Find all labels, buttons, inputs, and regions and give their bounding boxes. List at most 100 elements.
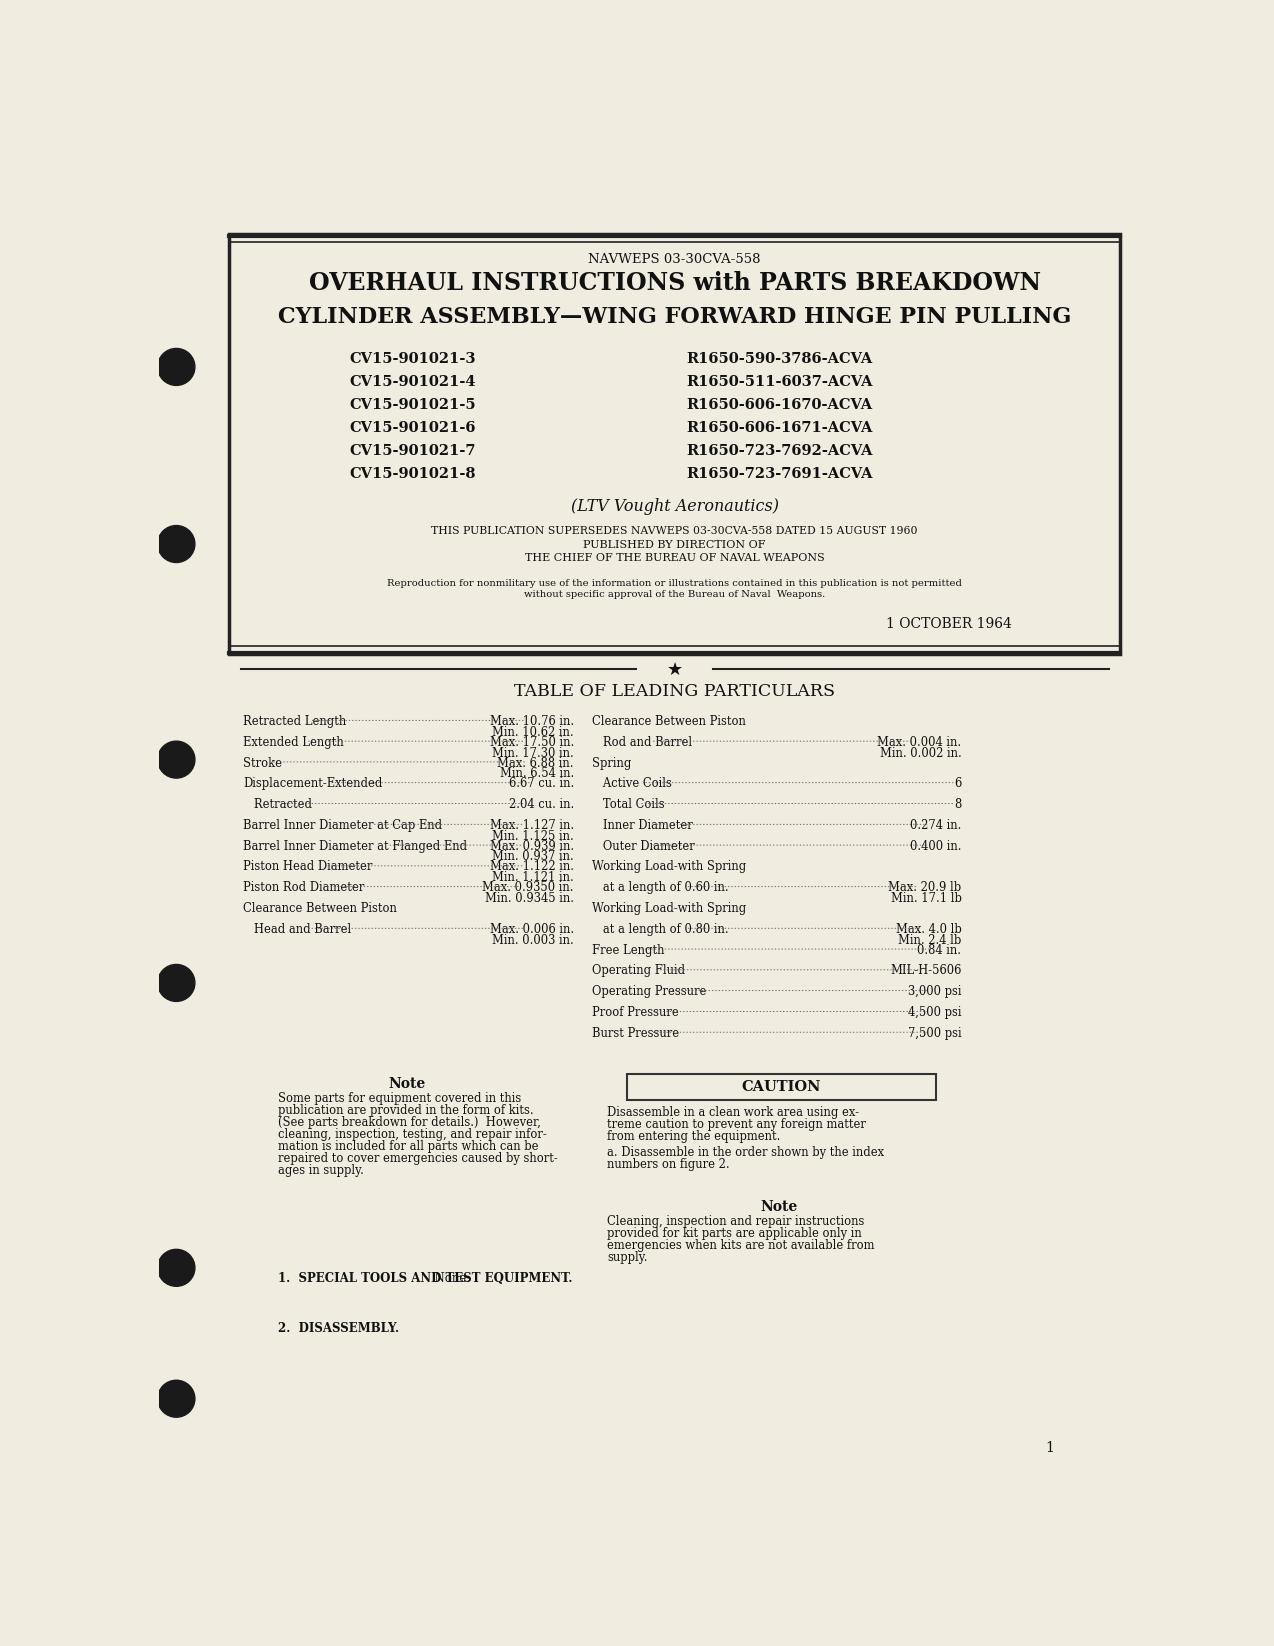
Text: Min. 0.9345 in.: Min. 0.9345 in. (485, 892, 573, 905)
Bar (229, 234, 1120, 653)
Text: ages in supply.: ages in supply. (278, 1164, 363, 1177)
Text: ★: ★ (666, 660, 683, 678)
Text: Operating Fluid: Operating Fluid (591, 965, 685, 978)
Text: R1650-511-6037-ACVA: R1650-511-6037-ACVA (687, 375, 873, 388)
Text: THE CHIEF OF THE BUREAU OF NAVAL WEAPONS: THE CHIEF OF THE BUREAU OF NAVAL WEAPONS (525, 553, 824, 563)
Text: None.: None. (427, 1272, 470, 1284)
Text: from entering the equipment.: from entering the equipment. (608, 1131, 781, 1142)
Text: Spring: Spring (591, 757, 631, 770)
Text: provided for kit parts are applicable only in: provided for kit parts are applicable on… (608, 1228, 862, 1241)
Text: CV15-901021-5: CV15-901021-5 (349, 398, 475, 412)
Text: THIS PUBLICATION SUPERSEDES NAVWEPS 03-30CVA-558 DATED 15 AUGUST 1960: THIS PUBLICATION SUPERSEDES NAVWEPS 03-3… (432, 525, 917, 535)
Text: Head and Barrel: Head and Barrel (243, 923, 352, 937)
Text: repaired to cover emergencies caused by short-: repaired to cover emergencies caused by … (278, 1152, 558, 1165)
Circle shape (158, 1381, 195, 1417)
Text: NAVWEPS 03-30CVA-558: NAVWEPS 03-30CVA-558 (589, 253, 761, 267)
Text: OVERHAUL INSTRUCTIONS with PARTS BREAKDOWN: OVERHAUL INSTRUCTIONS with PARTS BREAKDO… (308, 272, 1041, 295)
Text: Min. 1.121 in.: Min. 1.121 in. (492, 871, 573, 884)
Text: Some parts for equipment covered in this: Some parts for equipment covered in this (278, 1093, 521, 1104)
Text: Min. 17.30 in.: Min. 17.30 in. (492, 747, 573, 759)
Text: R1650-590-3786-ACVA: R1650-590-3786-ACVA (687, 352, 873, 365)
Text: Active Coils: Active Coils (591, 777, 671, 790)
Text: (LTV Vought Aeronautics): (LTV Vought Aeronautics) (571, 497, 778, 515)
Text: Working Load-with Spring: Working Load-with Spring (591, 861, 747, 874)
Text: mation is included for all parts which can be: mation is included for all parts which c… (278, 1141, 539, 1152)
Text: Min. 0.003 in.: Min. 0.003 in. (492, 933, 573, 946)
Text: (See parts breakdown for details.)  However,: (See parts breakdown for details.) Howev… (278, 1116, 540, 1129)
Text: 7,500 psi: 7,500 psi (908, 1027, 962, 1040)
Text: 0.274 in.: 0.274 in. (910, 820, 962, 831)
Text: Extended Length: Extended Length (243, 736, 344, 749)
Text: Min. 0.937 in.: Min. 0.937 in. (492, 851, 573, 864)
Text: 3,000 psi: 3,000 psi (908, 986, 962, 997)
Text: CV15-901021-8: CV15-901021-8 (349, 467, 475, 481)
Circle shape (158, 525, 195, 563)
Text: R1650-723-7692-ACVA: R1650-723-7692-ACVA (687, 444, 873, 458)
Text: Piston Head Diameter: Piston Head Diameter (243, 861, 372, 874)
Text: Max. 4.0 lb: Max. 4.0 lb (896, 923, 962, 937)
Text: Note: Note (389, 1076, 426, 1091)
Text: 0.84 in.: 0.84 in. (917, 943, 962, 956)
Text: R1650-606-1671-ACVA: R1650-606-1671-ACVA (687, 421, 873, 435)
Text: Min. 2.4 lb: Min. 2.4 lb (898, 933, 962, 946)
Text: 1 OCTOBER 1964: 1 OCTOBER 1964 (885, 617, 1012, 630)
Text: MIL-H-5606: MIL-H-5606 (891, 965, 962, 978)
Text: treme caution to prevent any foreign matter: treme caution to prevent any foreign mat… (608, 1118, 866, 1131)
Text: Operating Pressure: Operating Pressure (591, 986, 706, 997)
Circle shape (158, 349, 195, 385)
Text: Min. 0.002 in.: Min. 0.002 in. (879, 747, 962, 759)
Text: Total Coils: Total Coils (591, 798, 664, 811)
Text: Min. 1.125 in.: Min. 1.125 in. (492, 830, 573, 843)
Text: 6: 6 (954, 777, 962, 790)
Text: Min. 10.62 in.: Min. 10.62 in. (492, 726, 573, 739)
Text: Max. 0.939 in.: Max. 0.939 in. (489, 839, 573, 853)
Text: TABLE OF LEADING PARTICULARS: TABLE OF LEADING PARTICULARS (515, 683, 836, 700)
Text: Free Length: Free Length (591, 943, 664, 956)
Text: numbers on figure 2.: numbers on figure 2. (608, 1159, 730, 1170)
Text: Max. 10.76 in.: Max. 10.76 in. (489, 714, 573, 728)
Text: Reproduction for nonmilitary use of the information or illustrations contained i: Reproduction for nonmilitary use of the … (387, 579, 962, 588)
Text: Min. 17.1 lb: Min. 17.1 lb (891, 892, 962, 905)
Text: 2.  DISASSEMBLY.: 2. DISASSEMBLY. (278, 1322, 399, 1335)
Text: Barrel Inner Diameter at Flanged End: Barrel Inner Diameter at Flanged End (243, 839, 468, 853)
Text: Note: Note (761, 1200, 798, 1215)
Circle shape (158, 965, 195, 1001)
Text: Max. 20.9 lb: Max. 20.9 lb (888, 881, 962, 894)
Text: Disassemble in a clean work area using ex-: Disassemble in a clean work area using e… (608, 1106, 859, 1119)
Text: 0.400 in.: 0.400 in. (910, 839, 962, 853)
Text: Cleaning, inspection and repair instructions: Cleaning, inspection and repair instruct… (608, 1215, 865, 1228)
Text: Max. 17.50 in.: Max. 17.50 in. (489, 736, 573, 749)
Text: at a length of 0.80 in.: at a length of 0.80 in. (591, 923, 729, 937)
Text: Max. 1.122 in.: Max. 1.122 in. (490, 861, 573, 874)
Text: at a length of 0.60 in.: at a length of 0.60 in. (591, 881, 729, 894)
Text: Burst Pressure: Burst Pressure (591, 1027, 679, 1040)
Text: Retracted Length: Retracted Length (243, 714, 347, 728)
Text: emergencies when kits are not available from: emergencies when kits are not available … (608, 1239, 875, 1253)
Text: CV15-901021-4: CV15-901021-4 (349, 375, 475, 388)
Text: Max. 0.9350 in.: Max. 0.9350 in. (483, 881, 573, 894)
Text: Inner Diameter: Inner Diameter (591, 820, 693, 831)
Text: publication are provided in the form of kits.: publication are provided in the form of … (278, 1104, 534, 1118)
Text: Clearance Between Piston: Clearance Between Piston (243, 902, 396, 915)
Text: Working Load-with Spring: Working Load-with Spring (591, 902, 747, 915)
Text: 8: 8 (954, 798, 962, 811)
Text: Max. 1.127 in.: Max. 1.127 in. (489, 820, 573, 831)
Text: 2.04 cu. in.: 2.04 cu. in. (508, 798, 573, 811)
Text: a. Disassemble in the order shown by the index: a. Disassemble in the order shown by the… (608, 1146, 884, 1159)
Text: Proof Pressure: Proof Pressure (591, 1006, 679, 1019)
Text: PUBLISHED BY DIRECTION OF: PUBLISHED BY DIRECTION OF (583, 540, 766, 550)
Text: supply.: supply. (608, 1251, 647, 1264)
Text: CV15-901021-7: CV15-901021-7 (349, 444, 475, 458)
Text: CYLINDER ASSEMBLY—WING FORWARD HINGE PIN PULLING: CYLINDER ASSEMBLY—WING FORWARD HINGE PIN… (278, 306, 1071, 328)
Text: Retracted: Retracted (243, 798, 312, 811)
Text: Clearance Between Piston: Clearance Between Piston (591, 714, 745, 728)
Text: Min. 6.54 in.: Min. 6.54 in. (499, 767, 573, 780)
Text: Displacement-Extended: Displacement-Extended (243, 777, 382, 790)
Text: R1650-606-1670-ACVA: R1650-606-1670-ACVA (687, 398, 873, 412)
Text: Max. 0.004 in.: Max. 0.004 in. (878, 736, 962, 749)
Text: Piston Rod Diameter: Piston Rod Diameter (243, 881, 364, 894)
Text: without specific approval of the Bureau of Naval  Weapons.: without specific approval of the Bureau … (524, 591, 826, 599)
Text: Max. 0.006 in.: Max. 0.006 in. (489, 923, 573, 937)
Text: Stroke: Stroke (243, 757, 282, 770)
Text: CAUTION: CAUTION (741, 1080, 822, 1095)
